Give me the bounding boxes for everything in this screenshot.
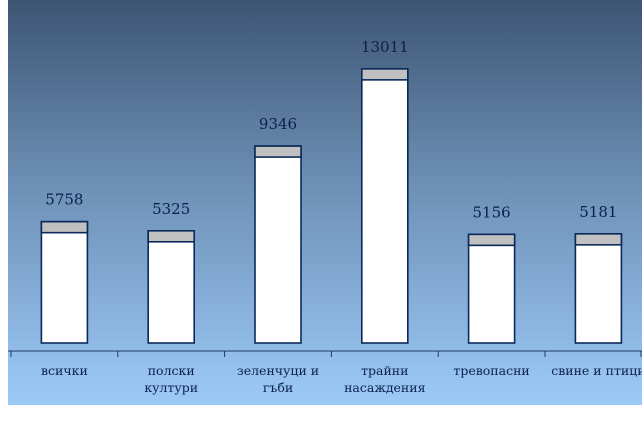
value-label: 13011	[361, 38, 409, 56]
category-label-line: гъби	[263, 380, 293, 395]
bar-cap	[360, 68, 409, 81]
bar-cap	[254, 145, 302, 158]
value-label: 5758	[45, 191, 83, 209]
category-label-line: всички	[41, 363, 88, 378]
value-label: 5181	[579, 203, 617, 221]
value-label: 5156	[473, 203, 511, 221]
category-label-line: полски	[148, 363, 195, 378]
category-label-line: зеленчуци и	[237, 363, 319, 378]
bar	[147, 230, 195, 344]
value-label: 9346	[259, 115, 297, 133]
category-label: всички	[41, 363, 88, 378]
category-label-line: култури	[144, 380, 198, 395]
bar	[40, 220, 89, 344]
bar	[254, 145, 302, 344]
category-label-line: свине и птици	[551, 363, 642, 378]
bar	[574, 233, 623, 344]
category-label-line: трайни	[361, 363, 408, 378]
value-labels-group: 5758 5325 9346 13011 5156 5181	[45, 38, 617, 222]
bottom-white-strip	[0, 405, 642, 433]
bars-group	[40, 68, 623, 344]
value-label: 5325	[152, 200, 190, 218]
category-label: полски култури	[144, 363, 198, 395]
bar-cap	[40, 220, 89, 234]
bar-cap	[574, 233, 623, 246]
bar	[467, 233, 516, 344]
bar-cap	[147, 230, 195, 243]
bar	[360, 68, 409, 344]
category-labels-group: всички полски култури зеленчуци и гъби трайни…	[41, 363, 642, 395]
category-label-line: тревопасни	[453, 363, 529, 378]
plot-background	[8, 0, 642, 405]
x-axis-ticks	[10, 351, 642, 357]
category-label-line: насаждения	[344, 380, 425, 395]
bar-cap	[467, 233, 516, 247]
category-label: тревопасни	[453, 363, 529, 378]
category-label: зеленчуци и гъби	[237, 363, 319, 395]
category-label: трайни насаждения	[344, 363, 425, 395]
category-label: свине и птици	[551, 363, 642, 378]
